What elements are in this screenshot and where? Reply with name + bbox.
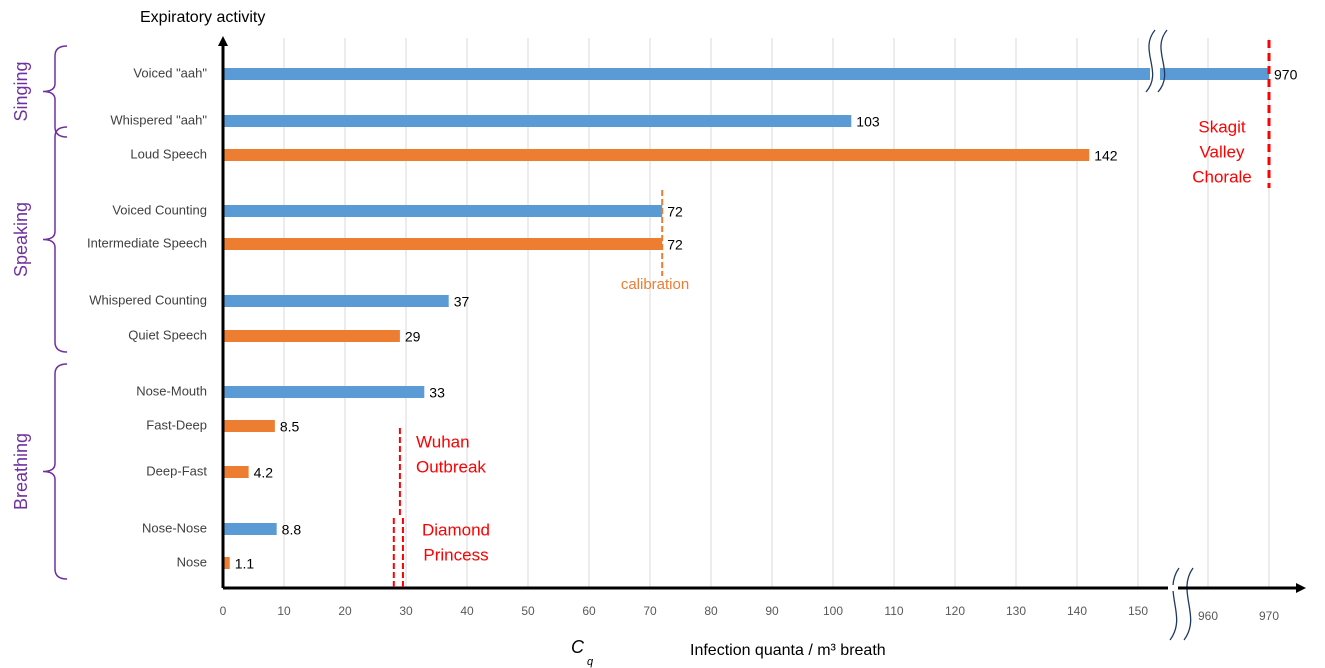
bar: [223, 330, 400, 342]
bar: [223, 68, 1269, 80]
y-axis-title: Expiratory activity: [140, 9, 265, 26]
x-tick-label: 120: [945, 604, 965, 618]
x-tick-label: 970: [1259, 609, 1279, 623]
x-tick-label: 140: [1067, 604, 1087, 618]
value-label: 1.1: [235, 556, 255, 572]
axis-break-mark: [1169, 567, 1180, 641]
x-tick-label: 30: [399, 604, 413, 618]
axis-break-mark: [1157, 29, 1168, 93]
bar: [223, 205, 663, 217]
bar: [223, 386, 425, 398]
x-tick-label: 80: [704, 604, 718, 618]
group-label: Singing: [11, 61, 31, 121]
bar: [223, 466, 249, 478]
value-label: 8.5: [280, 419, 300, 435]
value-label: 142: [1094, 148, 1118, 164]
x-tick-label: 960: [1198, 609, 1218, 623]
x-tick-label: 70: [643, 604, 657, 618]
x-axis-symbol-sub: q: [587, 656, 594, 668]
y-tick-label: Quiet Speech: [128, 327, 207, 342]
bar: [223, 557, 230, 569]
annotation-text: calibration: [621, 276, 689, 293]
y-tick-label: Fast-Deep: [146, 417, 207, 432]
x-tick-label: 20: [338, 604, 352, 618]
y-tick-label: Voiced "aah": [133, 65, 207, 80]
bar: [223, 115, 852, 127]
x-tick-label: 50: [521, 604, 535, 618]
x-tick-label: 60: [582, 604, 596, 618]
bar: [223, 149, 1090, 161]
group-label: Speaking: [11, 202, 31, 277]
group-label: Breathing: [11, 433, 31, 510]
y-tick-label: Nose-Mouth: [136, 383, 207, 398]
x-tick-label: 110: [884, 604, 903, 618]
y-tick-label: Deep-Fast: [146, 463, 207, 478]
y-tick-label: Voiced Counting: [112, 202, 207, 217]
annotation-text: Skagit: [1198, 117, 1246, 136]
y-tick-label: Intermediate Speech: [87, 235, 207, 250]
value-label: 4.2: [254, 465, 274, 481]
annotation-text: Diamond: [422, 520, 490, 539]
value-label: 8.8: [282, 522, 302, 538]
value-label: 970: [1274, 67, 1298, 83]
break-gap: [1168, 585, 1178, 591]
y-tick-label: Nose-Nose: [142, 520, 207, 535]
group-bracket: [42, 45, 68, 138]
axis-break-mark: [1145, 29, 1156, 93]
bar: [223, 420, 275, 432]
break-gap: [1150, 60, 1160, 88]
x-tick-label: 150: [1128, 604, 1148, 618]
value-label: 72: [667, 237, 683, 253]
bar: [223, 523, 277, 535]
x-tick-label: 10: [277, 604, 291, 618]
x-axis-arrow: [1296, 583, 1306, 593]
bar: [223, 238, 663, 250]
value-label: 37: [454, 294, 470, 310]
group-bracket: [42, 363, 68, 580]
y-tick-label: Whispered Counting: [89, 292, 207, 307]
bar: [223, 295, 449, 307]
annotation-text: Outbreak: [416, 457, 486, 476]
annotation-text: Valley: [1199, 142, 1245, 161]
value-label: 103: [856, 114, 880, 130]
y-axis-arrow: [218, 36, 228, 46]
x-tick-label: 0: [220, 604, 227, 618]
x-tick-label: 100: [823, 604, 843, 618]
annotation-text: Chorale: [1192, 167, 1252, 186]
x-tick-label: 130: [1006, 604, 1026, 618]
value-label: 29: [405, 329, 421, 345]
annotation-text: Princess: [423, 545, 488, 564]
value-label: 72: [667, 204, 683, 220]
y-tick-label: Whispered "aah": [110, 112, 207, 127]
x-tick-label: 40: [460, 604, 474, 618]
x-tick-label: 90: [765, 604, 779, 618]
value-label: 33: [429, 385, 445, 401]
annotation-text: Wuhan: [416, 432, 470, 451]
x-axis-symbol: C: [571, 637, 585, 657]
y-tick-label: Loud Speech: [130, 146, 207, 161]
axis-break-mark: [1183, 567, 1194, 641]
group-bracket: [42, 126, 68, 353]
x-axis-title: Infection quanta / m³ breath: [690, 642, 886, 659]
y-tick-label: Nose: [177, 554, 207, 569]
